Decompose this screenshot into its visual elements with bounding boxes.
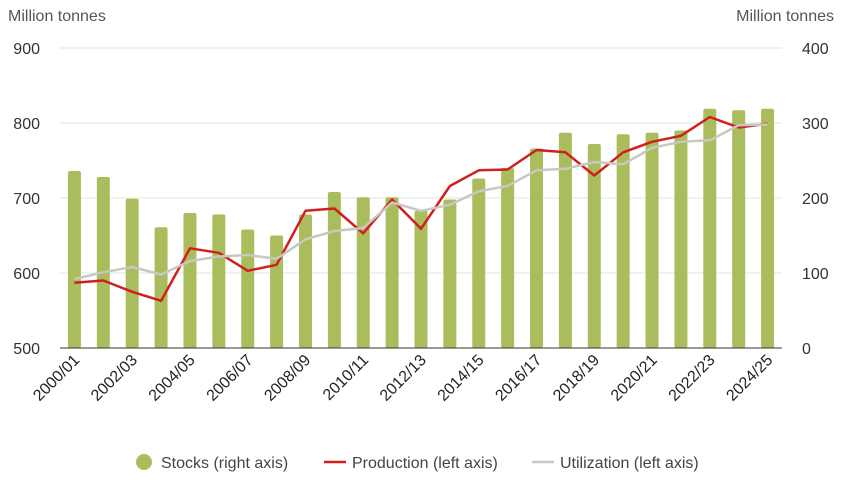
stocks-bars — [67, 108, 775, 348]
legend: Stocks (right axis) Production (left axis… — [136, 454, 699, 472]
stocks-bar — [732, 110, 746, 348]
stocks-bar — [587, 144, 601, 348]
stocks-bar — [356, 197, 370, 348]
stocks-bar — [270, 235, 284, 348]
utilization-line — [74, 123, 768, 281]
x-tick-label: 2002/03 — [88, 352, 141, 405]
y-left-tick-label: 900 — [13, 41, 40, 58]
x-tick-label: 2024/25 — [723, 352, 776, 405]
x-tick-label: 2018/19 — [550, 352, 603, 405]
legend-label: Utilization (left axis) — [560, 455, 699, 472]
x-tick-label: 2006/07 — [204, 352, 257, 405]
stocks-bar — [385, 197, 399, 348]
x-tick-label: 2012/13 — [377, 352, 430, 405]
x-tick-label: 2008/09 — [261, 352, 314, 405]
stocks-bar — [443, 199, 457, 348]
stocks-bar — [183, 213, 197, 348]
y-right-tick-label: 200 — [802, 191, 829, 208]
y-left-tick-label: 700 — [13, 191, 40, 208]
stocks-bar — [154, 227, 168, 348]
legend-stocks-marker — [136, 454, 152, 470]
stocks-bar — [558, 132, 572, 348]
y-right-tick-label: 100 — [802, 266, 829, 283]
stocks-bar — [472, 178, 486, 348]
stocks-bar — [125, 198, 139, 348]
y-axis-left-title: Million tonnes — [8, 8, 106, 25]
y-left-tick-label: 500 — [13, 341, 40, 358]
x-tick-label: 2014/15 — [435, 352, 488, 405]
legend-label: Production (left axis) — [352, 455, 498, 472]
stocks-bar — [616, 134, 630, 348]
x-tick-label: 2010/11 — [320, 352, 372, 404]
stocks-bar — [414, 210, 428, 348]
x-tick-label: 2016/17 — [492, 352, 545, 405]
stocks-bar — [501, 168, 515, 348]
y-right-tick-label: 300 — [802, 116, 829, 133]
stocks-bar — [67, 171, 81, 348]
x-tick-label: 2004/05 — [146, 352, 199, 405]
production-line — [74, 115, 768, 303]
y-left-tick-label: 600 — [13, 266, 40, 283]
stocks-bar — [327, 192, 341, 348]
y-left-tick-label: 800 — [13, 116, 40, 133]
stocks-bar — [530, 148, 544, 348]
stocks-bar — [96, 177, 110, 348]
y-axis-right-title: Million tonnes — [736, 8, 834, 25]
stocks-bar — [761, 108, 775, 348]
stocks-bar — [298, 214, 312, 348]
stocks-bar — [674, 130, 688, 348]
legend-label: Stocks (right axis) — [161, 455, 288, 472]
stocks-bar — [241, 229, 255, 348]
x-tick-label: 2000/01 — [30, 352, 83, 405]
y-right-tick-label: 0 — [802, 341, 811, 358]
stocks-bar — [645, 132, 659, 348]
y-right-tick-label: 400 — [802, 41, 829, 58]
stocks-bar — [212, 214, 226, 348]
x-tick-label: 2022/23 — [666, 352, 719, 405]
line-series — [74, 115, 768, 303]
x-tick-label: 2020/21 — [608, 352, 661, 405]
stocks-bar — [703, 108, 717, 348]
